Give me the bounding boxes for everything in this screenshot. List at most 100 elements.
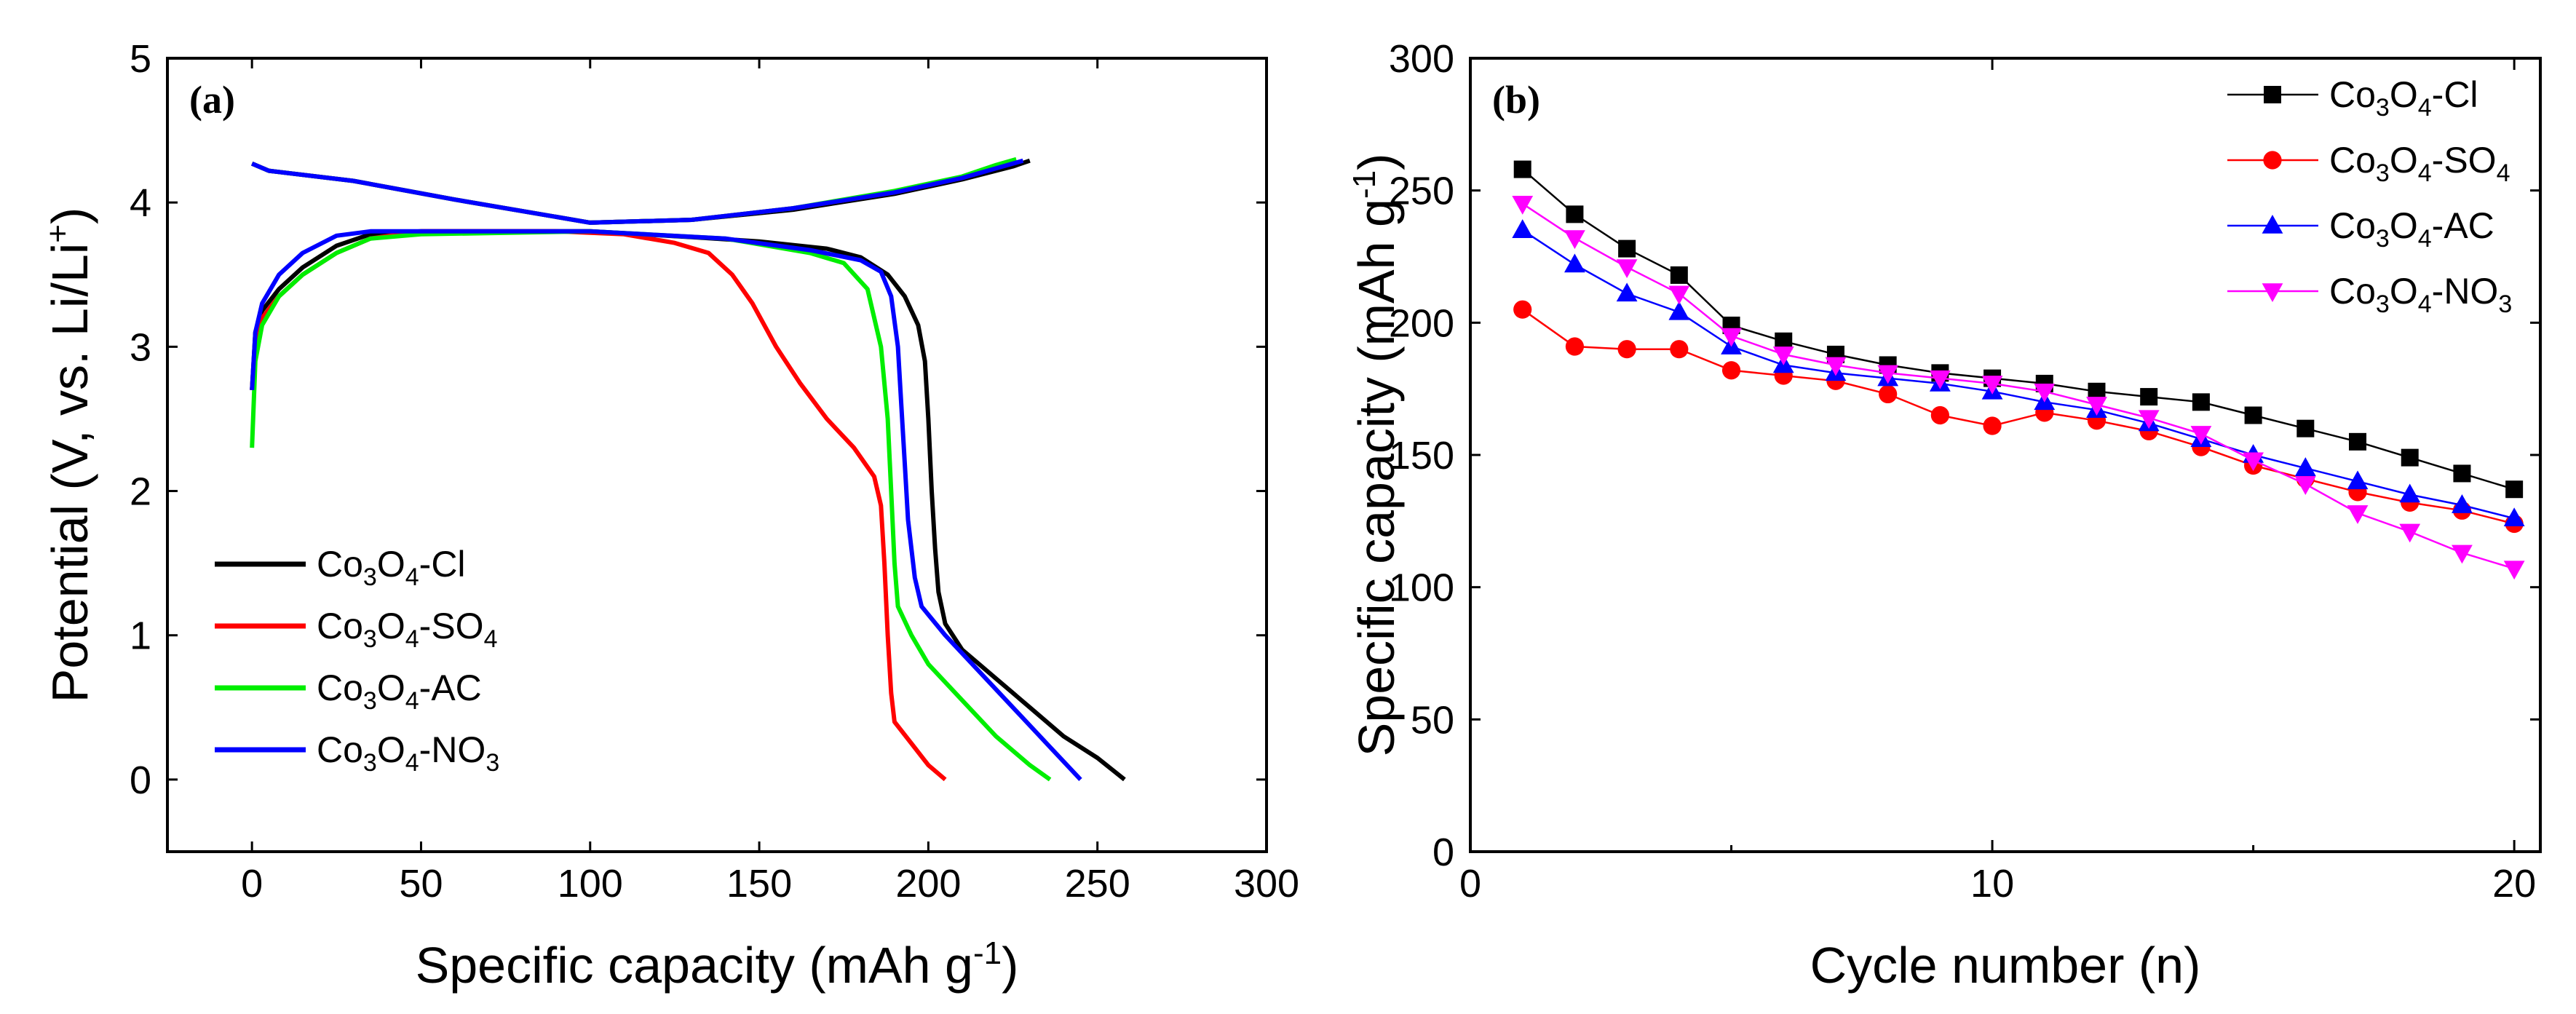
marker-triangle-up (2294, 457, 2316, 476)
marker-square (2453, 464, 2471, 483)
y-tick-label: 200 (1389, 301, 1454, 345)
marker-square (1618, 239, 1636, 258)
y-tick-label: 3 (130, 325, 151, 369)
label-part: 3 (363, 687, 377, 715)
label-part: Co (317, 668, 363, 708)
y-tick-label: 100 (1389, 566, 1454, 610)
marker-triangle-down (1512, 196, 1534, 215)
marker-triangle-down (1772, 346, 1794, 365)
marker-triangle-down (1877, 365, 1899, 384)
x-tick-label: 20 (2492, 862, 2536, 906)
legend-label: Co3O4-NO3 (2329, 271, 2512, 318)
x-tick-label: 300 (1234, 862, 1299, 906)
label-part: O (2390, 271, 2418, 312)
label-part: Co (317, 606, 363, 646)
label-part: 4 (2497, 159, 2510, 187)
y-axis-label: Specific capacity (mAh g-1) (1347, 154, 1405, 757)
marker-triangle-down (2503, 561, 2525, 580)
marker-circle (1565, 337, 1585, 356)
label-part: 4 (2418, 290, 2432, 318)
marker-triangle-down (2399, 523, 2421, 543)
marker-square (2140, 388, 2158, 406)
y-tick-label: 1 (130, 614, 151, 658)
label-part: 3 (363, 625, 377, 653)
marker-square (2505, 480, 2524, 499)
series-line-discharge (250, 229, 1082, 781)
label-part: -NO (419, 729, 486, 770)
label-part: 4 (484, 625, 498, 653)
y-tick-label: 2 (130, 470, 151, 514)
label-part: O (2390, 140, 2418, 181)
label-part: O (2390, 205, 2418, 246)
label-part: -NO (2432, 271, 2499, 312)
panel-label: (b) (1492, 78, 1540, 122)
y-tick-label: 0 (1432, 831, 1454, 874)
x-tick-label: 0 (1459, 862, 1481, 906)
marker-triangle-down (2294, 476, 2316, 495)
marker-triangle-up (2503, 507, 2525, 526)
label-part: ) (1002, 937, 1018, 994)
x-axis-label: Cycle number (n) (1810, 937, 2201, 994)
marker-square (1513, 160, 1531, 178)
label-part: 3 (363, 749, 377, 777)
marker-triangle-down (2190, 426, 2212, 445)
marker-square (1670, 266, 1688, 284)
marker-triangle-down (2243, 452, 2264, 472)
label-part: Co (317, 544, 363, 585)
marker-triangle-down (2138, 410, 2160, 429)
label-part: + (40, 224, 76, 243)
label-part: O (2390, 74, 2418, 115)
marker-square (2264, 86, 2281, 103)
label-part: -Cl (419, 544, 466, 585)
label-part: Co (2329, 140, 2376, 181)
marker-triangle-down (1668, 285, 1690, 305)
legend-label: Co3O4-AC (2329, 205, 2494, 253)
series-line-discharge (250, 229, 1052, 782)
y-tick-label: 250 (1389, 170, 1454, 213)
x-tick-label: 10 (1970, 862, 2014, 906)
label-part: -SO (419, 606, 484, 646)
marker-triangle-down (1564, 230, 1585, 250)
marker-triangle-up (2262, 215, 2283, 234)
label-part: 4 (2418, 159, 2432, 187)
label-part: -AC (419, 668, 482, 708)
panel-label: (a) (189, 78, 235, 122)
y-tick-label: 300 (1389, 37, 1454, 81)
x-tick-label: 50 (399, 862, 443, 906)
marker-square (2349, 432, 2367, 451)
plot-frame (1469, 57, 2542, 853)
label-part: Co (317, 729, 363, 770)
marker-triangle-down (1721, 328, 1742, 347)
legend-label: Co3O4-NO3 (317, 729, 499, 777)
y-tick-label: 4 (130, 181, 151, 225)
y-axis-label: Potential (V, vs. Li/Li+) (40, 207, 98, 703)
marker-triangle-up (1512, 219, 1534, 238)
series-line-charge (251, 158, 1024, 225)
marker-triangle-down (2086, 397, 2107, 416)
y-tick-label: 0 (130, 758, 151, 802)
label-part: -SO (2432, 140, 2497, 181)
label-part: -1 (1347, 170, 1382, 199)
marker-circle (1721, 361, 1741, 380)
label-part: Specific capacity (mAh g (416, 937, 973, 994)
marker-triangle-down (2347, 505, 2369, 524)
marker-triangle-up (1616, 282, 1638, 302)
label-part: 4 (2418, 94, 2432, 122)
label-part: 3 (486, 749, 499, 777)
label-part: O (377, 668, 405, 708)
legend-label: Co3O4-SO4 (2329, 140, 2510, 187)
label-part: -AC (2432, 205, 2494, 246)
marker-triangle-down (1616, 259, 1638, 279)
marker-triangle-up (2347, 470, 2369, 490)
label-part: Potential (V, vs. Li/Li (41, 243, 98, 703)
series-line (1522, 202, 2515, 570)
marker-square (2401, 448, 2419, 467)
x-tick-label: 200 (895, 862, 961, 906)
legend-label: Co3O4-AC (317, 668, 482, 715)
marker-circle (1879, 384, 1898, 404)
marker-triangle-up (2399, 483, 2421, 503)
marker-triangle-down (1981, 376, 2003, 395)
series-line-charge (251, 158, 1031, 225)
marker-circle (1617, 340, 1636, 359)
label-part: 3 (363, 563, 377, 591)
